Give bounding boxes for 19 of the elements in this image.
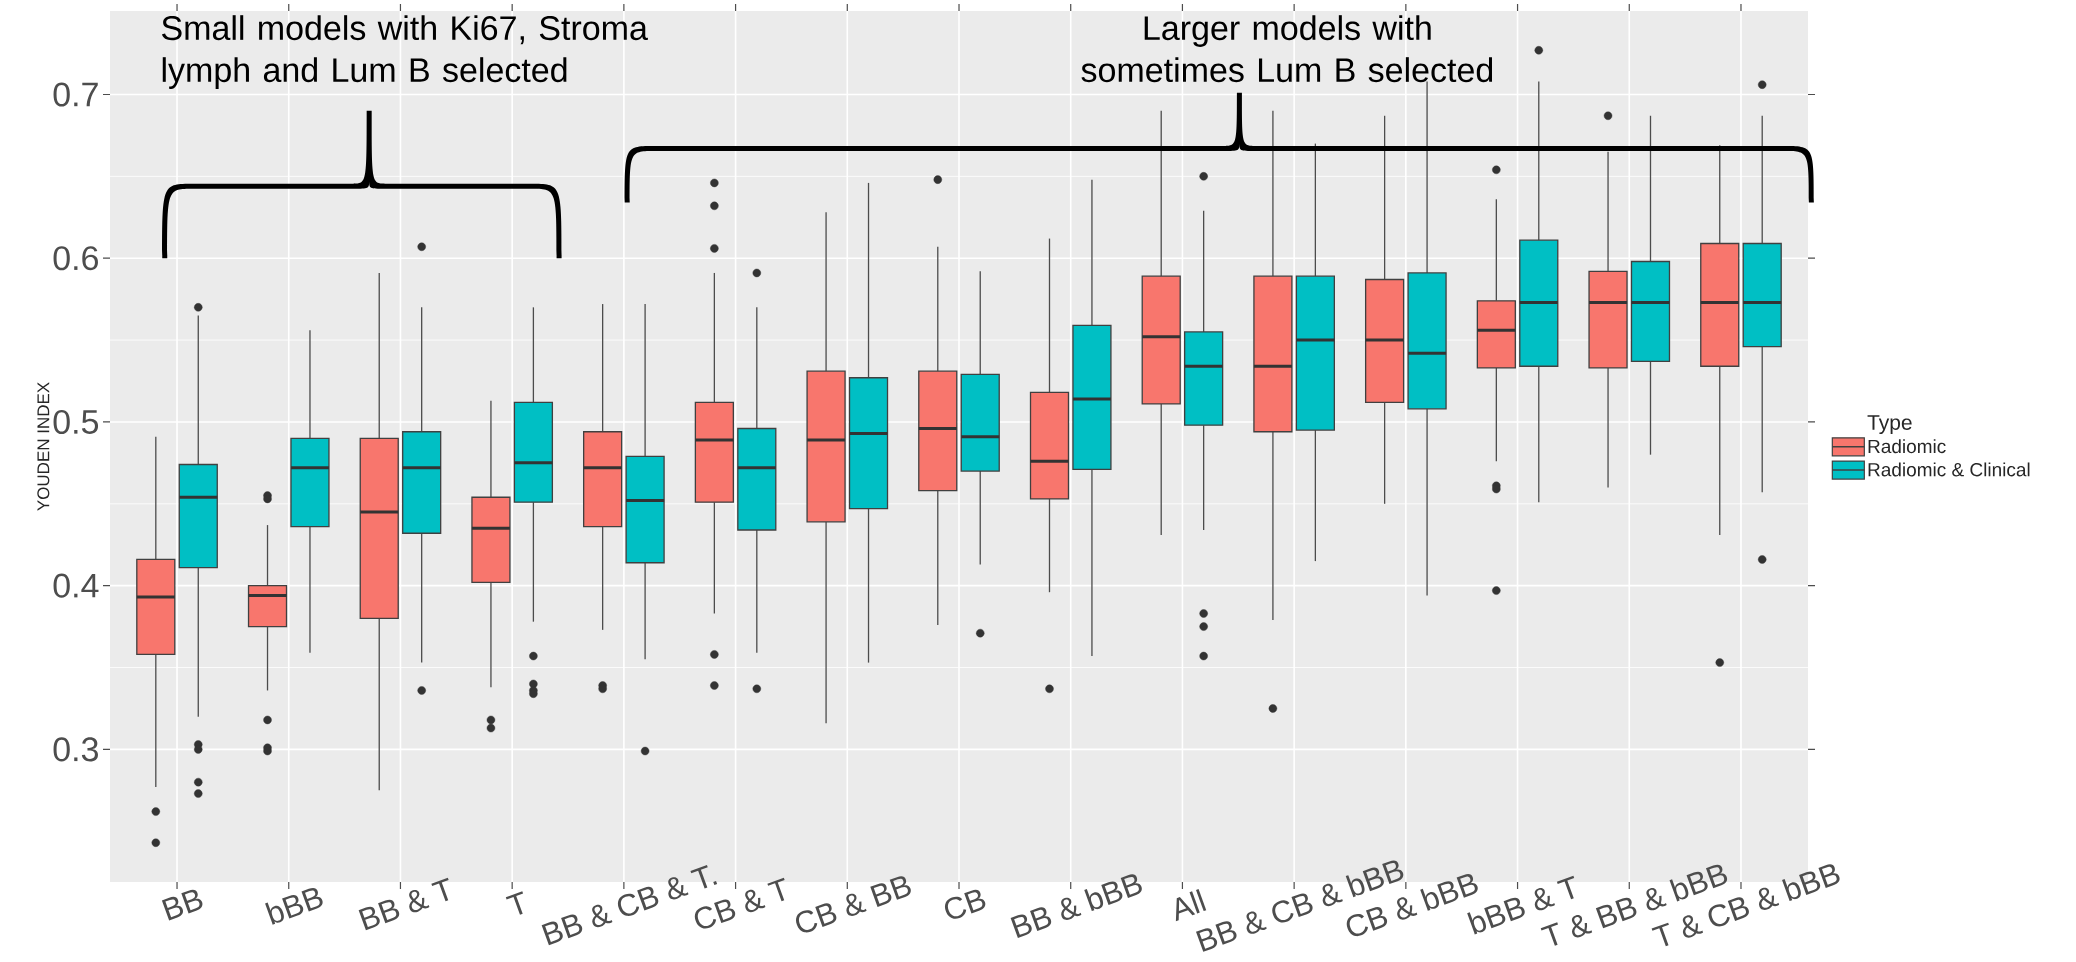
y-axis-title: YOUDEN INDEX [37,382,50,511]
y-tick-label: 0.6 [53,246,98,271]
legend-label: Radiomic & Clinical [1868,462,2030,477]
x-tick-label: BB & bBB [1010,874,1142,939]
x-tick-label: bBB [265,887,323,925]
legend-title: Type [1867,415,1912,435]
legend-label: Radiomic [1868,439,1946,454]
annotation: Small models with Ki67, Stroma lymph and Lum B selected [162,15,648,89]
y-tick-label: 0.5 [53,409,99,434]
y-tick-label: 0.3 [53,737,98,762]
x-tick-label: BB [161,889,203,921]
x-tick-label: CB & BB [796,876,911,933]
x-tick-label: All [1175,889,1207,922]
x-tick-label: T [505,891,524,915]
x-tick-label: CB [944,889,986,919]
annotation: Larger models with sometimes Lum B selected [1081,15,1493,83]
y-tick-label: 0.4 [53,573,99,598]
x-tick-label: BB & T [358,877,449,931]
y-tick-label: 0.7 [53,82,98,107]
